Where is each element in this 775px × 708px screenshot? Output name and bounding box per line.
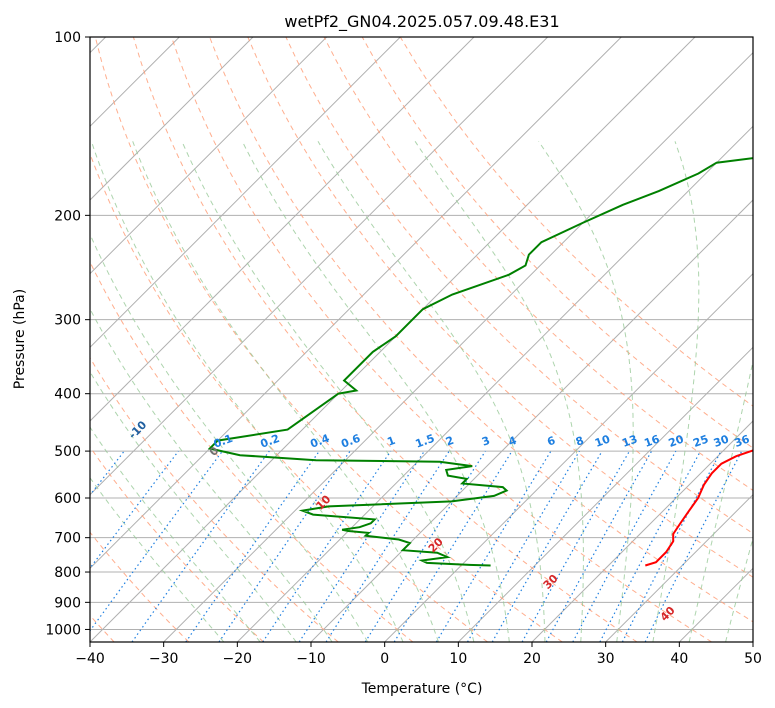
y-tick-label: 400: [54, 387, 81, 403]
mixing-ratio-label: 4: [507, 434, 519, 449]
y-axis-label: Pressure (hPa): [12, 289, 28, 389]
isotherm-line: [90, 37, 549, 496]
dry-adiabat-line: [361, 37, 753, 449]
y-tick-label: 700: [54, 531, 81, 547]
moist-adiabat-line: [181, 141, 475, 642]
plot-frame: [89, 36, 754, 643]
dry-adiabat-line: [90, 260, 414, 642]
isotherm-line: [531, 420, 753, 642]
mixing-ratio-label: 2: [444, 434, 456, 449]
mixing-ratio-line: [572, 450, 677, 642]
mixing-ratio-line: [435, 450, 552, 642]
isotherm-line: [384, 272, 753, 642]
mixing-ratio-line: [466, 450, 580, 642]
isotherm-line: [605, 493, 753, 642]
moist-adiabat-line: [688, 358, 753, 642]
mixing-ratio-label: 10: [593, 432, 612, 450]
mixing-ratio-label: 30: [712, 432, 731, 450]
dewpoint-profile-line: [207, 157, 753, 567]
mixing-ratio-line: [599, 450, 702, 642]
moist-adiabat-line: [90, 232, 369, 642]
mixing-ratio-line: [262, 450, 392, 642]
x-tick-label: −30: [149, 651, 179, 667]
mixing-ratio-line: [325, 450, 450, 642]
y-tick-label: 800: [54, 565, 81, 581]
y-tick-label: 300: [54, 313, 81, 329]
isotherm-line: [457, 346, 753, 642]
x-axis-ticks: −40 −30 −20 −10 0 10 20 30 40 50: [75, 642, 762, 667]
mixing-ratio-label: 36: [733, 432, 752, 450]
mixing-ratio-line: [90, 450, 179, 570]
mixing-ratio-lines: [90, 450, 743, 642]
mixing-ratio-label: 0.6: [339, 432, 362, 451]
x-tick-label: −10: [296, 651, 326, 667]
moist-adiabat-line: [538, 141, 634, 642]
sounding-profiles: [207, 157, 753, 567]
grid-lines: [90, 37, 753, 630]
mixing-ratio-line: [298, 450, 425, 642]
dry-adiabat-line: [90, 446, 264, 642]
mixing-ratio-label: 0.4: [309, 432, 332, 451]
y-tick-label: 600: [54, 491, 81, 507]
y-tick-label: 200: [54, 208, 81, 224]
moist-adiabat-line: [652, 141, 700, 642]
isotherm-line: [90, 37, 622, 570]
chart-title: wetPf2_GN04.2025.057.09.48.E31: [284, 12, 559, 32]
moist-adiabat-line: [132, 141, 439, 642]
mixing-ratio-label: 0.2: [259, 432, 282, 451]
mixing-ratio-label: 1: [385, 434, 397, 449]
moist-adiabat-line: [90, 141, 404, 642]
x-tick-label: 40: [670, 651, 688, 667]
mixing-ratio-line: [185, 450, 320, 642]
x-tick-label: 20: [523, 651, 541, 667]
x-axis-label: Temperature (°C): [361, 681, 483, 697]
moist-adiabat-line: [414, 141, 584, 642]
y-tick-label: 900: [54, 595, 81, 611]
y-tick-label: 500: [54, 444, 81, 460]
x-tick-label: 30: [597, 651, 615, 667]
x-tick-label: 10: [449, 651, 467, 667]
x-tick-label: 0: [380, 651, 389, 667]
mixing-ratio-label: 8: [574, 434, 586, 449]
temperature-profile-line: [645, 449, 753, 567]
mixing-ratio-label: 13: [620, 433, 639, 450]
isotherm-line: [90, 37, 475, 422]
dry-adiabat-line: [90, 531, 190, 642]
isotherm-line: [90, 37, 328, 275]
dry-adiabat-line: [94, 37, 563, 642]
y-axis-ticks: 100 200 300 400 500 600 700 800 900 1000: [45, 30, 90, 638]
dry-adiabat-line: [90, 152, 488, 642]
x-tick-label: −40: [75, 651, 105, 667]
x-tick-label: 50: [744, 651, 762, 667]
mixing-ratio-label: 16: [642, 432, 661, 450]
mixing-ratio-line: [218, 450, 351, 642]
y-tick-label: 100: [54, 30, 81, 46]
mixing-ratio-line: [364, 450, 486, 642]
dry-adiabat-line: [399, 37, 753, 407]
dry-adiabat-line: [247, 37, 753, 578]
x-tick-label: −20: [223, 651, 253, 667]
plot-area: 0.1 0.2 0.4 0.6 1 1.5 2 3 4 6 8 10 13 16 20 25 30 36-1001…: [90, 37, 753, 642]
isotherm-line: [90, 37, 401, 349]
mixing-ratio-label: 25: [691, 433, 710, 450]
isotherm-line: [236, 125, 753, 642]
isotherm-line: [163, 51, 753, 642]
y-tick-label: 1000: [45, 622, 81, 638]
mixing-ratio-label: 20: [667, 432, 686, 450]
mixing-ratio-label: 1.5: [414, 432, 437, 451]
mixing-ratio-label: 3: [480, 434, 492, 449]
moist-adiabat-line: [90, 308, 333, 642]
isotherm-line: [90, 37, 254, 201]
mixing-ratio-label: 0.1: [212, 432, 235, 451]
dry-adiabat-line: [209, 37, 753, 623]
mixing-ratio-label: 6: [545, 434, 557, 449]
dry-adiabat-line: [132, 37, 638, 642]
